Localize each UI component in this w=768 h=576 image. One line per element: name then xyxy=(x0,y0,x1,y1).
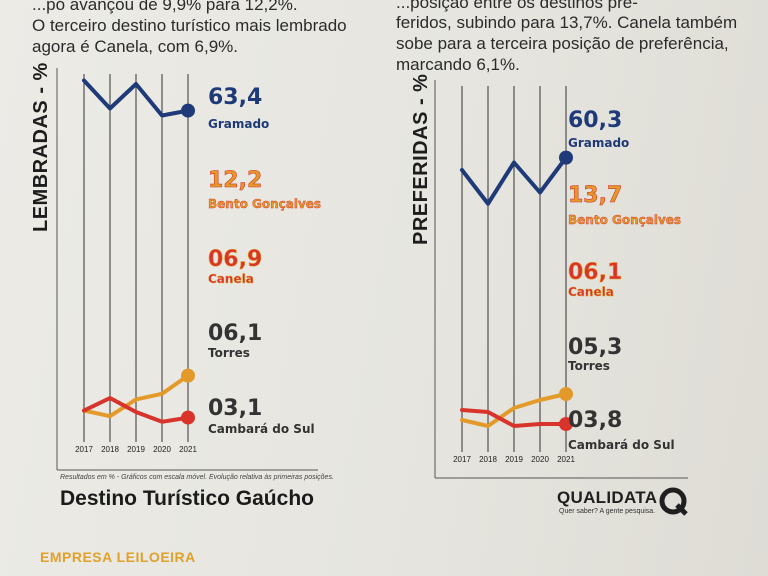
series-endpoint-cambar-do-sul xyxy=(559,417,573,431)
x-tick-2020: 2020 xyxy=(531,455,549,464)
series-line-gramado xyxy=(460,155,568,206)
value-label-cambar-do-sul: 03,1 xyxy=(208,396,262,421)
value-label-gramado: 60,3 xyxy=(568,108,622,133)
article-right-line-1: ...posição entre os destinos pre- xyxy=(396,0,638,12)
footer-title: Destino Turístico Gaúcho xyxy=(60,487,314,510)
series-name-cambar-do-sul: Cambará do Sul xyxy=(208,422,315,436)
series-name-canela: Canela xyxy=(568,285,614,299)
value-label-bento-gon-alves: 12,2 xyxy=(208,168,262,193)
value-label-torres: 06,1 xyxy=(208,321,262,346)
x-tick-2020: 2020 xyxy=(153,445,171,454)
article-left-line-1: ...pó avançou de 9,9% para 12,2%. xyxy=(32,0,298,14)
qualidata-logo-text: QUALIDATA xyxy=(557,488,658,507)
value-label-gramado: 63,4 xyxy=(208,85,262,110)
article-right-line-2: feridos, subindo para 13,7%. Canela tamb… xyxy=(396,13,738,32)
series-line-cambar-do-sul xyxy=(460,408,568,428)
value-label-canela: 06,9 xyxy=(208,247,262,272)
x-tick-2018: 2018 xyxy=(479,455,497,464)
value-label-torres: 05,3 xyxy=(568,335,622,360)
series-name-gramado: Gramado xyxy=(208,117,269,131)
chart-note: Resultados em % - Gráficos com escala mó… xyxy=(60,474,334,481)
series-endpoint-gramado xyxy=(559,150,573,165)
series-name-bento-gon-alves: Bento Gonçalves xyxy=(568,213,681,227)
series-name-cambar-do-sul: Cambará do Sul xyxy=(568,438,675,452)
x-tick-2019: 2019 xyxy=(505,455,523,464)
x-tick-2021: 2021 xyxy=(557,455,575,464)
x-tick-2017: 2017 xyxy=(75,445,93,454)
x-tick-2018: 2018 xyxy=(101,445,119,454)
empresa-leiloeira-heading: EMPRESA LEILOEIRA xyxy=(40,549,196,565)
series-endpoint-torres xyxy=(181,368,195,383)
article-left-line-3: agora é Canela, com 6,9%. xyxy=(32,37,239,56)
series-name-torres: Torres xyxy=(568,359,610,373)
x-tick-2021: 2021 xyxy=(179,445,197,454)
article-right-line-3: sobe para a terceira posição de preferên… xyxy=(396,34,729,53)
series-endpoint-gramado xyxy=(181,103,195,118)
qualidata-tagline: Quer saber? A gente pesquisa. xyxy=(559,508,656,515)
x-tick-2019: 2019 xyxy=(127,445,145,454)
value-label-canela: 06,1 xyxy=(568,260,622,285)
series-name-gramado: Gramado xyxy=(568,136,629,150)
series-name-canela: Canela xyxy=(208,272,254,286)
value-label-cambar-do-sul: 03,8 xyxy=(568,408,622,433)
series-endpoint-torres xyxy=(559,387,573,401)
chart-preferidas: 2017 2018 2019 2020 2021 xyxy=(434,80,688,479)
chart-lembradas: 2017 2018 2019 2020 2021 xyxy=(56,68,318,471)
x-tick-2017: 2017 xyxy=(453,455,471,464)
series-line-cambar-do-sul xyxy=(82,396,190,424)
series-line-torres xyxy=(82,373,190,419)
series-name-bento-gon-alves: Bento Gonçalves xyxy=(208,197,321,211)
series-line-torres xyxy=(460,392,568,428)
series-line-gramado xyxy=(82,78,190,118)
value-label-bento-gon-alves: 13,7 xyxy=(568,183,622,208)
article-left-line-2: O terceiro destino turístico mais lembra… xyxy=(32,16,347,35)
series-name-torres: Torres xyxy=(208,346,250,360)
series-endpoint-cambar-do-sul xyxy=(181,410,195,425)
article-right-line-4: marcando 6,1%. xyxy=(396,55,520,74)
